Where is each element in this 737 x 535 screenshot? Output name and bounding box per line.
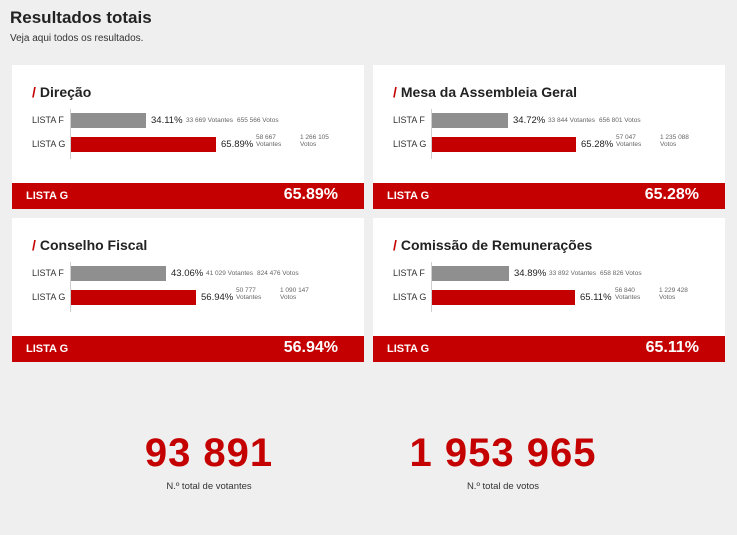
votos-count: 1 090 147 Votos [280, 287, 309, 301]
result-percentage: 43.06% [171, 268, 204, 279]
results-card-conselho-fiscal: / Conselho Fiscal LISTA F 43.06% 41 029 V… [12, 218, 364, 362]
row-label: LISTA F [393, 115, 425, 125]
result-percentage: 34.89% [514, 268, 547, 279]
votos-count: 824 476 Votos [257, 270, 299, 277]
card-title: / Mesa da Assembleia Geral [393, 84, 577, 100]
total-votantes: 93 891 N.º total de votantes [109, 433, 309, 492]
result-percentage: 34.72% [513, 115, 546, 126]
votantes-count: 33 844 Votantes [548, 117, 595, 124]
votos-count: 1 229 428 Votos [659, 287, 688, 301]
result-row-lista-f: LISTA F 34.11% 33 669 Votantes 655 566 V… [32, 109, 362, 133]
result-row-lista-f: LISTA F 34.72% 33 844 Votantes 656 801 V… [393, 109, 723, 133]
result-bar [432, 137, 576, 152]
card-title-text: Mesa da Assembleia Geral [400, 84, 578, 100]
result-row-lista-g: LISTA G 56.94% 50 777 Votantes 1 090 147… [32, 286, 362, 310]
result-bar [71, 266, 166, 281]
result-row-lista-g: LISTA G 65.11% 56 840 Votantes 1 229 428… [393, 286, 723, 310]
card-title: / Direção [32, 84, 91, 100]
winner-percentage: 56.94% [283, 339, 338, 356]
total-votos-value: 1 953 965 [409, 431, 597, 475]
votantes-count: 50 777 Votantes [236, 287, 262, 301]
results-rows: LISTA F 34.11% 33 669 Votantes 655 566 V… [32, 109, 362, 159]
winner-name: LISTA G [26, 190, 69, 202]
winner-name: LISTA G [26, 343, 69, 355]
winner-name: LISTA G [387, 343, 430, 355]
row-label: LISTA F [32, 115, 64, 125]
winner-name: LISTA G [387, 190, 430, 202]
result-bar [432, 266, 509, 281]
winner-banner: LISTA G 65.28% [373, 183, 725, 209]
votos-count: 1 235 088 Votos [660, 134, 689, 148]
result-percentage: 56.94% [201, 292, 234, 303]
winner-percentage: 65.11% [645, 339, 699, 356]
winner-percentage: 65.89% [283, 186, 338, 203]
votantes-count: 57 047 Votantes [616, 134, 642, 148]
title-slash: / [393, 84, 397, 100]
result-percentage: 65.11% [580, 292, 612, 303]
winner-banner: LISTA G 65.89% [12, 183, 364, 209]
result-bar [432, 113, 508, 128]
bar-axis-line [431, 109, 432, 159]
winner-banner: LISTA G 56.94% [12, 336, 364, 362]
row-label: LISTA G [32, 139, 66, 149]
title-slash: / [32, 237, 36, 253]
votos-count: 656 801 Votos [599, 117, 641, 124]
total-votantes-label: N.º total de votantes [166, 481, 252, 492]
results-card-direcao: / Direção LISTA F 34.11% 33 669 Votantes … [12, 65, 364, 209]
bar-axis-line [70, 262, 71, 312]
votantes-count: 33 669 Votantes [186, 117, 233, 124]
votantes-count: 33 892 Votantes [549, 270, 596, 277]
results-rows: LISTA F 34.89% 33 892 Votantes 658 826 V… [393, 262, 723, 312]
row-label: LISTA F [32, 268, 64, 278]
result-row-lista-f: LISTA F 43.06% 41 029 Votantes 824 476 V… [32, 262, 362, 286]
votos-count: 1 266 105 Votos [300, 134, 329, 148]
total-votos-label: N.º total de votos [466, 481, 540, 492]
results-rows: LISTA F 43.06% 41 029 Votantes 824 476 V… [32, 262, 362, 312]
result-percentage: 34.11% [151, 115, 183, 126]
result-percentage: 65.28% [581, 139, 614, 150]
row-label: LISTA G [32, 292, 66, 302]
bar-axis-line [70, 109, 71, 159]
result-row-lista-g: LISTA G 65.89% 58 667 Votantes 1 266 105… [32, 133, 362, 157]
row-label: LISTA G [393, 139, 427, 149]
page-subtitle: Veja aqui todos os resultados. [10, 33, 144, 44]
winner-percentage: 65.28% [644, 186, 699, 203]
result-bar [71, 137, 216, 152]
card-title: / Conselho Fiscal [32, 237, 147, 253]
row-label: LISTA F [393, 268, 425, 278]
result-percentage: 65.89% [221, 139, 254, 150]
total-votantes-value: 93 891 [144, 431, 274, 475]
result-bar [432, 290, 575, 305]
votantes-count: 58 667 Votantes [256, 134, 282, 148]
results-card-mesa-assembleia: / Mesa da Assembleia Geral LISTA F 34.72%… [373, 65, 725, 209]
result-bar [71, 290, 196, 305]
page-title: Resultados totais [10, 8, 152, 27]
votantes-count: 41 029 Votantes [206, 270, 253, 277]
result-row-lista-g: LISTA G 65.28% 57 047 Votantes 1 235 088… [393, 133, 723, 157]
votos-count: 655 566 Votos [237, 117, 279, 124]
title-slash: / [32, 84, 36, 100]
title-slash: / [393, 237, 397, 253]
votos-count: 658 826 Votos [600, 270, 642, 277]
card-title-text: Conselho Fiscal [39, 237, 148, 253]
results-card-comissao-remuneracoes: / Comissão de Remunerações LISTA F 34.89%… [373, 218, 725, 362]
row-label: LISTA G [393, 292, 427, 302]
result-bar [71, 113, 146, 128]
card-title: / Comissão de Remunerações [393, 237, 592, 253]
total-votos: 1 953 965 N.º total de votos [383, 433, 623, 492]
bar-axis-line [431, 262, 432, 312]
votantes-count: 56 840 Votantes [615, 287, 641, 301]
winner-banner: LISTA G 65.11% [373, 336, 725, 362]
result-row-lista-f: LISTA F 34.89% 33 892 Votantes 658 826 V… [393, 262, 723, 286]
card-title-text: Direção [39, 84, 92, 100]
results-rows: LISTA F 34.72% 33 844 Votantes 656 801 V… [393, 109, 723, 159]
card-title-text: Comissão de Remunerações [400, 237, 593, 253]
